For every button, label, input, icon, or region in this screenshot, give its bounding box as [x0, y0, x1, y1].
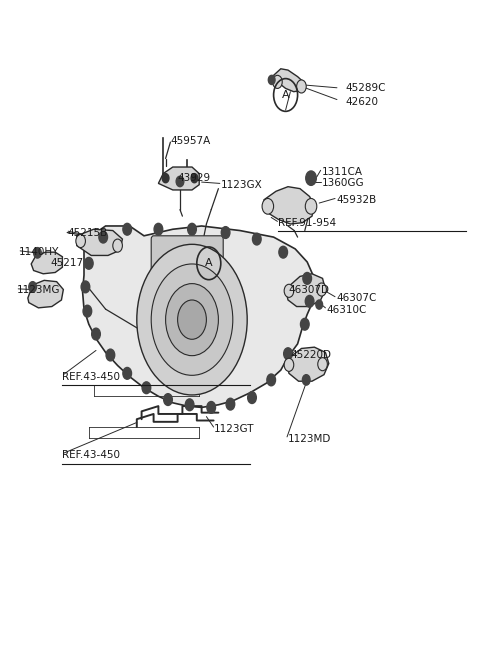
Polygon shape — [31, 252, 62, 274]
Text: A: A — [282, 90, 289, 100]
Text: 46307C: 46307C — [336, 293, 376, 303]
Circle shape — [305, 295, 314, 307]
FancyBboxPatch shape — [151, 236, 223, 275]
Text: 1311CA: 1311CA — [322, 166, 362, 177]
Text: 1123GX: 1123GX — [221, 179, 263, 190]
Circle shape — [34, 248, 41, 258]
Circle shape — [284, 348, 292, 360]
Circle shape — [188, 223, 196, 235]
Text: 1123MD: 1123MD — [288, 434, 331, 444]
Circle shape — [123, 223, 132, 235]
Circle shape — [176, 176, 184, 187]
Text: 45289C: 45289C — [346, 83, 386, 94]
Text: 45932B: 45932B — [336, 195, 376, 205]
Polygon shape — [264, 187, 314, 224]
Circle shape — [81, 281, 90, 293]
Circle shape — [84, 257, 93, 269]
Circle shape — [207, 402, 216, 413]
Polygon shape — [274, 69, 305, 92]
Polygon shape — [28, 280, 63, 308]
Circle shape — [303, 272, 312, 284]
Polygon shape — [286, 274, 325, 307]
Circle shape — [262, 198, 274, 214]
Circle shape — [178, 300, 206, 339]
Polygon shape — [287, 347, 329, 381]
Circle shape — [248, 392, 256, 403]
Circle shape — [99, 231, 108, 243]
Polygon shape — [77, 229, 122, 255]
Circle shape — [279, 246, 288, 258]
Circle shape — [191, 174, 198, 183]
Text: 45215B: 45215B — [67, 227, 108, 238]
Circle shape — [305, 198, 317, 214]
Polygon shape — [83, 226, 314, 407]
Text: REF.43-450: REF.43-450 — [62, 371, 120, 382]
Circle shape — [284, 358, 294, 371]
Circle shape — [142, 382, 151, 394]
Circle shape — [306, 171, 316, 185]
Circle shape — [162, 174, 169, 183]
Circle shape — [316, 300, 323, 309]
Text: 1123GT: 1123GT — [214, 424, 254, 434]
Text: 45220D: 45220D — [290, 350, 331, 360]
Circle shape — [113, 239, 122, 252]
Circle shape — [226, 398, 235, 410]
Circle shape — [297, 80, 306, 93]
Text: 1140HY: 1140HY — [19, 247, 60, 257]
Text: 1360GG: 1360GG — [322, 178, 364, 189]
Polygon shape — [158, 167, 199, 190]
Text: REF.91-954: REF.91-954 — [278, 217, 336, 228]
Circle shape — [137, 244, 247, 395]
Circle shape — [166, 284, 218, 356]
Text: 46307D: 46307D — [288, 284, 329, 295]
Text: 43929: 43929 — [178, 173, 211, 183]
Circle shape — [302, 375, 310, 385]
Text: REF.43-450: REF.43-450 — [62, 450, 120, 460]
Circle shape — [29, 282, 36, 292]
Circle shape — [83, 305, 92, 317]
Circle shape — [318, 358, 327, 371]
Circle shape — [151, 264, 233, 375]
Text: 45957A: 45957A — [170, 136, 211, 146]
Circle shape — [317, 283, 326, 296]
Circle shape — [76, 234, 85, 248]
Circle shape — [92, 328, 100, 340]
Circle shape — [106, 349, 115, 361]
Circle shape — [221, 227, 230, 238]
Circle shape — [284, 284, 294, 297]
Circle shape — [268, 75, 275, 84]
Text: 42620: 42620 — [346, 96, 379, 107]
Circle shape — [185, 399, 194, 411]
Circle shape — [300, 318, 309, 330]
Circle shape — [267, 374, 276, 386]
Circle shape — [123, 367, 132, 379]
Text: 45217: 45217 — [50, 258, 84, 269]
Text: A: A — [205, 258, 213, 269]
Text: 46310C: 46310C — [326, 305, 367, 315]
Circle shape — [164, 394, 172, 405]
Circle shape — [154, 223, 163, 235]
Circle shape — [252, 233, 261, 245]
Text: 1123MG: 1123MG — [17, 285, 60, 295]
Circle shape — [273, 75, 282, 88]
